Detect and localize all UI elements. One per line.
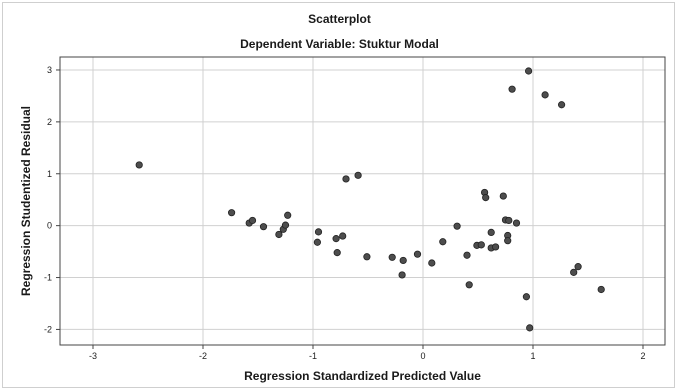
scatter-point: [570, 268, 578, 276]
y-tick-label: 0: [47, 221, 52, 231]
scatter-point: [504, 237, 512, 245]
x-tick-label: 1: [530, 351, 535, 361]
scatter-point: [281, 221, 290, 229]
scatter-point: [597, 285, 605, 294]
scatter-point: [388, 253, 396, 261]
scatter-point: [339, 232, 347, 240]
data-points: [135, 67, 605, 332]
scatter-point: [482, 194, 490, 202]
scatter-point: [487, 228, 495, 236]
scatter-point: [333, 249, 341, 257]
y-tick-label: 3: [47, 65, 52, 75]
y-tick-label: 2: [47, 117, 52, 127]
scatter-point: [491, 243, 500, 251]
y-tick-label: -2: [44, 324, 52, 334]
x-tick-label: -3: [89, 351, 97, 361]
x-tick-label: 0: [420, 351, 425, 361]
scatter-point: [313, 238, 321, 246]
scatter-point: [399, 256, 407, 265]
scatter-point: [465, 281, 473, 289]
scatter-point: [284, 211, 292, 219]
axis-ticks: -3 -2 -1 0 1 2 -2 -1 0 1 2 3: [44, 65, 646, 361]
scatter-point: [428, 259, 436, 267]
scatter-point: [275, 230, 283, 239]
scatter-point: [453, 222, 461, 230]
chart-frame: [2, 2, 675, 388]
x-tick-label: 2: [640, 351, 645, 361]
scatter-point: [354, 171, 362, 179]
scatter-point: [512, 219, 521, 227]
y-axis-label: Regression Studentized Residual: [19, 106, 33, 296]
scatter-point: [505, 216, 513, 225]
scatter-point: [228, 209, 236, 217]
scatter-point: [526, 324, 534, 332]
y-tick-label: 1: [47, 169, 52, 179]
scatter-point: [342, 175, 350, 183]
scatter-point: [557, 101, 566, 109]
scatter-point: [413, 250, 422, 258]
scatter-point: [524, 67, 533, 75]
scatter-point: [439, 238, 447, 246]
scatter-point: [477, 241, 485, 249]
scatter-point: [398, 271, 406, 279]
scatter-point: [248, 216, 257, 225]
scatter-point: [463, 251, 471, 259]
x-tick-label: -2: [199, 351, 207, 361]
scatter-point: [522, 293, 531, 301]
chart-subtitle: Dependent Variable: Stuktur Modal: [240, 37, 439, 51]
y-tick-label: -1: [44, 273, 52, 283]
x-axis-label: Regression Standardized Predicted Value: [244, 369, 481, 383]
scatter-point: [314, 228, 323, 236]
scatter-point: [574, 263, 582, 271]
grid-lines: [60, 57, 665, 345]
scatter-point: [541, 91, 549, 99]
x-tick-label: -1: [309, 351, 317, 361]
scatter-point: [499, 192, 507, 200]
plot-area: [59, 56, 666, 346]
scatter-point: [135, 161, 143, 169]
scatter-point: [363, 253, 371, 261]
scatter-point: [332, 235, 340, 243]
scatter-point: [508, 85, 516, 93]
chart-title: Scatterplot: [308, 12, 371, 26]
scatter-point: [259, 223, 268, 231]
